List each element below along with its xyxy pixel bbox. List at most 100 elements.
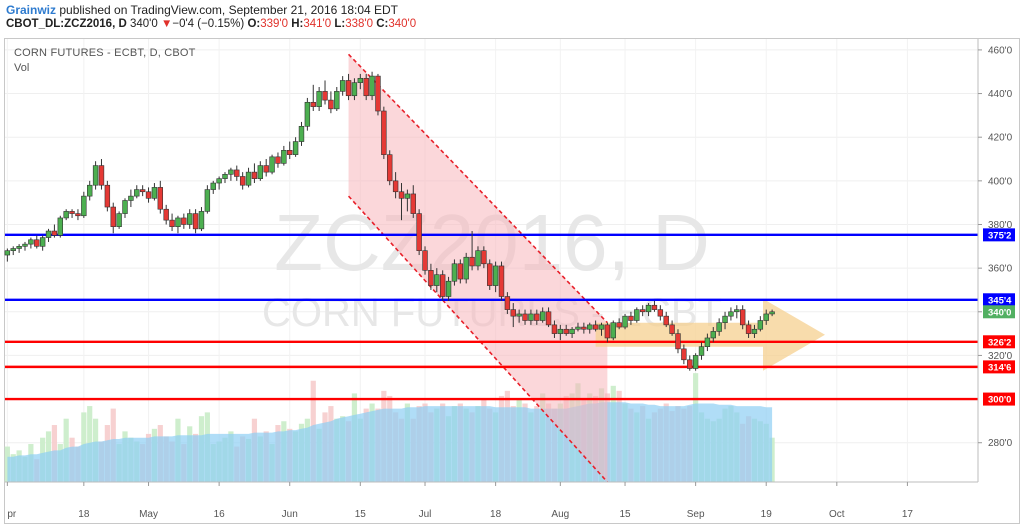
candle-body: [604, 324, 611, 339]
candle: [39, 235, 46, 251]
candle-body: [63, 211, 69, 219]
candle-body: [292, 141, 299, 155]
candle: [75, 209, 81, 221]
candle: [334, 87, 340, 112]
candle-body: [192, 213, 199, 230]
candle: [692, 353, 699, 371]
symbol: CBOT_DL:ZCZ2016, D: [6, 18, 127, 30]
candles: [4, 71, 775, 371]
candle-body: [434, 274, 440, 286]
candle-body: [204, 189, 211, 212]
candle-body: [481, 250, 487, 265]
candle: [734, 305, 740, 319]
price-axis[interactable]: 280'0 320'0 340'0 360'0 380'0 400'0 420'0 440'0…: [977, 39, 1013, 482]
candle: [681, 344, 687, 365]
candle-body: [245, 171, 252, 186]
price-tick-label: 440'0: [988, 89, 1013, 100]
volume-moving-average: [7, 402, 773, 482]
candle-body: [581, 326, 587, 330]
candle: [57, 215, 63, 238]
candle: [51, 224, 58, 238]
candle-body: [698, 346, 705, 356]
candle-body: [751, 328, 758, 334]
candle: [434, 268, 440, 293]
candle: [757, 316, 764, 332]
candle-body: [504, 296, 511, 310]
level-price-tag-bg: [983, 335, 1015, 349]
candle-body: [298, 125, 305, 142]
candle-body: [739, 309, 746, 326]
candle: [322, 80, 328, 105]
volume-bar: [4, 446, 10, 482]
candle-body: [757, 320, 764, 330]
high-value: 341'0: [303, 18, 332, 30]
candle-body: [351, 82, 358, 97]
candle: [228, 167, 234, 181]
high-label: H:: [291, 18, 304, 30]
time-axis[interactable]: pr 18 May 16 Jun 15 Jul 18 Aug 15 Sep 19 Oct 17: [5, 481, 978, 520]
candle-body: [634, 309, 640, 321]
candle-body: [181, 217, 187, 225]
level-price-tag-bg: [983, 392, 1015, 406]
candle: [516, 309, 522, 323]
candle: [675, 329, 681, 354]
volume-legend[interactable]: Vol: [14, 62, 30, 74]
candle: [357, 73, 364, 90]
candle: [234, 165, 240, 181]
candle: [481, 246, 487, 269]
candle-body: [728, 311, 734, 317]
candle-body: [57, 217, 63, 236]
time-tick-label: Jul: [419, 509, 432, 520]
horizontal-levels[interactable]: [5, 233, 978, 401]
price-change: −0'4 (−0.15%): [172, 18, 245, 30]
last-price: 340'0: [129, 18, 158, 30]
candle: [451, 259, 458, 286]
publish-info: Grainwiz published on TradingView.com, S…: [6, 3, 398, 17]
candle-body: [416, 213, 422, 251]
candle: [10, 246, 16, 256]
candle: [457, 259, 464, 284]
time-tick-label: 17: [902, 509, 914, 520]
candle: [310, 84, 316, 112]
last-price-tag: 340'0: [988, 307, 1011, 318]
chart-legend-title[interactable]: CORN FUTURES - ECBT, D, CBOT: [14, 47, 196, 59]
candle-body: [222, 174, 228, 179]
author-link[interactable]: Grainwiz: [6, 3, 57, 17]
candle: [698, 342, 705, 360]
candle-body: [281, 149, 287, 164]
last-price-tag-bg: [983, 305, 1015, 319]
candle-body: [404, 193, 411, 199]
candle-body: [769, 311, 775, 315]
candle: [292, 137, 299, 157]
candle: [634, 307, 640, 323]
candle-body: [428, 270, 434, 286]
candle: [504, 292, 511, 314]
candle-body: [175, 217, 181, 227]
candle-body: [16, 246, 22, 249]
candle-body: [98, 165, 105, 186]
candle-body: [534, 313, 540, 321]
candle: [145, 187, 152, 203]
level-price-tag-bg: [983, 293, 1015, 307]
candle: [187, 209, 193, 229]
candle-body: [669, 324, 675, 334]
candle: [604, 322, 611, 343]
candle: [687, 355, 693, 371]
candle: [534, 309, 540, 325]
candle: [263, 159, 269, 177]
candle: [475, 246, 481, 271]
candle-body: [387, 154, 393, 182]
candle: [716, 318, 722, 336]
candle: [375, 73, 381, 116]
candle: [281, 145, 287, 166]
candle-body: [10, 248, 16, 251]
time-tick-label: 18: [490, 509, 502, 520]
candle-body: [628, 315, 634, 321]
candle-body: [39, 237, 46, 247]
candle: [87, 180, 93, 201]
time-tick-label: 19: [761, 509, 773, 520]
candle: [581, 322, 587, 334]
candle: [722, 311, 728, 330]
price-tick-label: 280'0: [988, 438, 1013, 449]
